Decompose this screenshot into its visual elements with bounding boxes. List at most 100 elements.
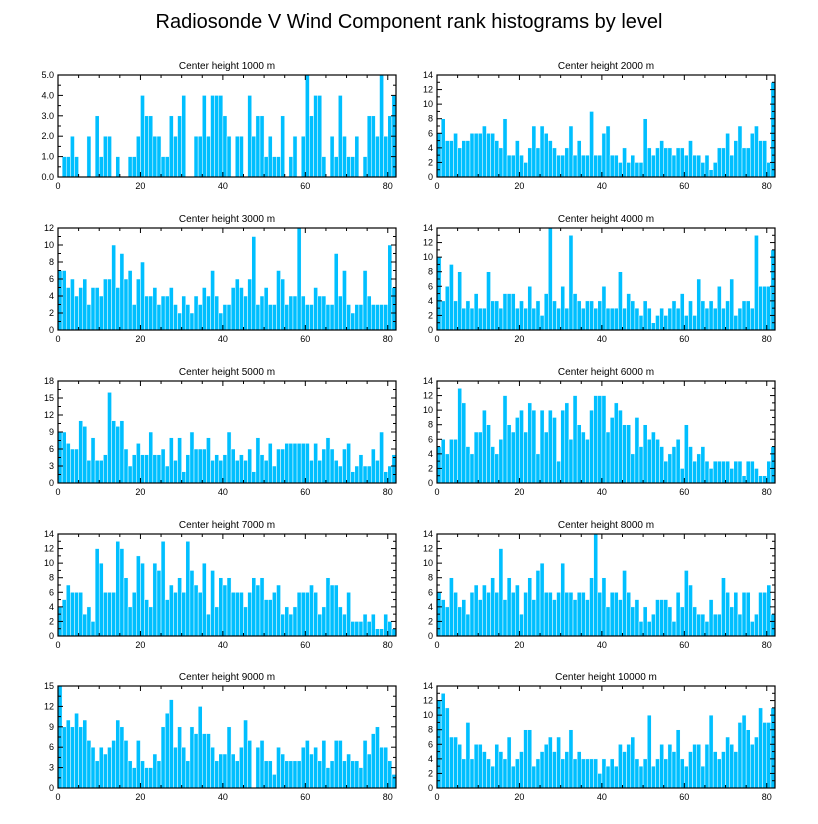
histogram-bar <box>684 315 689 331</box>
histogram-bar <box>111 592 116 637</box>
histogram-bar <box>230 592 236 637</box>
histogram-bar <box>535 570 541 637</box>
histogram-bar <box>243 606 248 637</box>
histogram-bar <box>177 312 182 331</box>
histogram-bar <box>222 454 228 484</box>
histogram-bar <box>737 722 743 789</box>
histogram-panel: Center height 1000 m 0 20 40 60 80 0.0 1.0 2.0 3.… <box>41 61 397 191</box>
histogram-bar <box>725 133 730 178</box>
histogram-bar <box>169 115 174 178</box>
histogram-bar <box>494 592 500 637</box>
histogram-bar <box>704 154 710 178</box>
histogram-bar <box>305 740 310 789</box>
histogram-bar <box>169 699 174 789</box>
histogram-bar <box>741 475 747 484</box>
histogram-bar <box>556 460 561 484</box>
histogram-bar <box>74 156 79 178</box>
histogram-bar <box>342 760 347 789</box>
histogram-bar <box>338 606 343 637</box>
x-tick-label: 40 <box>597 792 607 802</box>
histogram-bar <box>515 584 520 637</box>
histogram-bar <box>766 722 772 789</box>
histogram-bar <box>498 147 504 178</box>
histogram-bar <box>185 541 191 637</box>
histogram-bar <box>185 760 191 789</box>
histogram-bar <box>477 744 483 789</box>
histogram-bar <box>523 307 528 331</box>
histogram-bar <box>144 767 149 789</box>
histogram-bar <box>82 719 88 789</box>
histogram-bar <box>712 460 718 484</box>
histogram-bar <box>700 446 706 484</box>
histogram-bar <box>276 584 281 637</box>
histogram-bar <box>564 402 570 484</box>
histogram-bar <box>214 606 220 637</box>
histogram-bar <box>745 592 751 637</box>
histogram-bar <box>741 300 747 331</box>
histogram-bar <box>708 300 714 331</box>
histogram-bar <box>214 454 220 484</box>
y-tick-label: 8 <box>428 420 433 430</box>
histogram-bar <box>630 154 636 178</box>
histogram-bar <box>618 162 623 178</box>
histogram-bar <box>86 304 92 331</box>
histogram-bar <box>737 613 743 637</box>
histogram-bar <box>729 154 735 178</box>
histogram-bar <box>272 592 277 637</box>
histogram-panel: Center height 4000 m 0 20 40 60 80 0 2 4 6 8 10 12 14 <box>423 214 776 344</box>
histogram-bar <box>61 726 67 789</box>
histogram-bar <box>712 613 718 637</box>
histogram-bar <box>733 315 739 331</box>
histogram-bar <box>655 439 660 484</box>
histogram-bar <box>531 307 537 331</box>
histogram-bar <box>634 307 640 331</box>
histogram-bar <box>131 454 137 484</box>
y-tick-label: 6 <box>428 281 433 291</box>
histogram-bar <box>156 760 162 789</box>
histogram-bar <box>267 304 273 331</box>
histogram-bar <box>671 621 677 637</box>
y-tick-label: 2 <box>49 308 54 318</box>
x-tick-label: 60 <box>679 334 689 344</box>
histogram-bar <box>568 729 574 789</box>
histogram-bar <box>255 584 261 637</box>
histogram-bar <box>618 409 623 484</box>
histogram-bar <box>704 307 710 331</box>
histogram-bar <box>692 606 697 637</box>
histogram-bar <box>296 227 302 331</box>
histogram-bar <box>556 307 561 331</box>
histogram-bar <box>267 599 273 637</box>
histogram-bar <box>276 270 281 331</box>
histogram-bar <box>692 315 697 331</box>
histogram-bar <box>148 431 154 484</box>
histogram-bar <box>317 613 323 637</box>
histogram-bar <box>597 773 603 789</box>
histogram-bar <box>123 740 129 789</box>
y-tick-label: 12 <box>44 544 54 554</box>
histogram-bar <box>305 592 310 637</box>
panel-title: Center height 7000 m <box>179 520 275 531</box>
histogram-bar <box>453 736 458 789</box>
y-tick-label: 0 <box>428 172 433 182</box>
x-tick-label: 80 <box>762 487 772 497</box>
histogram-bar <box>222 304 228 331</box>
histogram-bar <box>572 758 578 789</box>
histogram-bar <box>371 613 376 637</box>
histogram-bar <box>391 454 397 484</box>
histogram-bar <box>581 307 586 331</box>
histogram-bar <box>136 443 141 484</box>
histogram-bar <box>342 135 347 178</box>
histogram-bar <box>622 307 627 331</box>
histogram-bar <box>597 592 603 637</box>
histogram-bar <box>440 439 446 484</box>
histogram-bar <box>181 295 187 331</box>
histogram-bar <box>515 758 520 789</box>
histogram-bar <box>762 722 768 789</box>
histogram-bar <box>453 592 458 637</box>
y-tick-label: 14 <box>423 376 433 386</box>
histogram-bar <box>626 592 631 637</box>
y-tick-label: 6 <box>49 587 54 597</box>
y-tick-label: 15 <box>44 393 54 403</box>
histogram-bar <box>247 448 252 484</box>
histogram-bar <box>688 751 693 789</box>
